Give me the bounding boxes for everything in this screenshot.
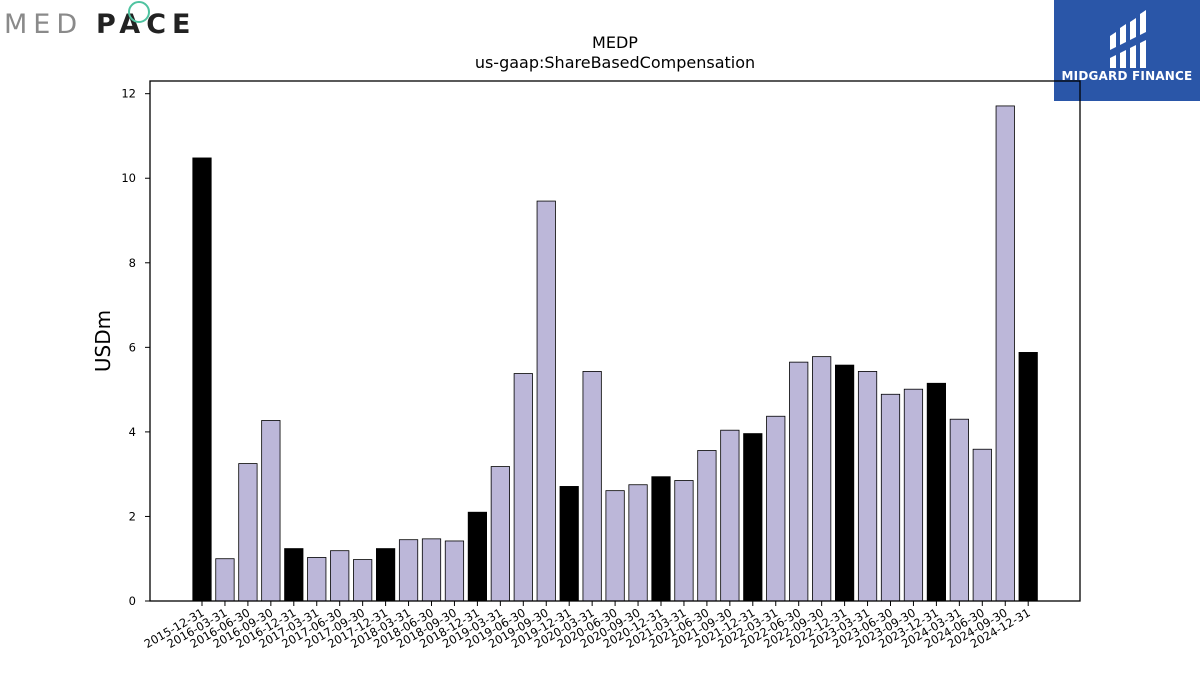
bar-2016-06-30: [238, 463, 258, 602]
bar-2017-09-30: [353, 559, 373, 602]
bar-2020-09-30: [628, 484, 648, 602]
y-axis-label: USDm: [91, 310, 115, 372]
medpace-logo: MED PACE: [0, 0, 230, 50]
bar-2016-03-31: [215, 558, 235, 602]
bar-2023-03-31: [857, 371, 878, 602]
bar-2015-12-31: [192, 157, 212, 602]
bar-2021-09-30: [720, 429, 740, 602]
plot-frame: [149, 80, 1081, 602]
bar-2022-06-30: [789, 361, 809, 602]
y-tick-label: 12: [121, 87, 136, 101]
bars-group: [192, 105, 1038, 602]
y-tick-label: 6: [129, 340, 136, 354]
bar-2021-03-31: [674, 480, 694, 602]
bar-2020-06-30: [605, 490, 625, 602]
bar-2018-09-30: [444, 540, 465, 602]
y-tick-label: 10: [121, 171, 136, 185]
bar-2018-12-31: [467, 511, 488, 602]
bar-2024-06-30: [972, 448, 992, 602]
x-axis: 2015-12-312016-03-312016-06-302016-09-30…: [142, 601, 1033, 651]
bar-2017-03-31: [307, 557, 327, 602]
y-tick-label: 2: [129, 509, 136, 523]
bar-2019-06-30: [513, 373, 533, 602]
bar-2023-06-30: [880, 393, 901, 602]
medpace-logo-accent-icon: [128, 1, 150, 23]
medpace-logo-text-light: MED: [4, 9, 83, 40]
bar-2019-12-31: [559, 486, 579, 602]
midgard-finance-label: MIDGARD FINANCE: [1061, 69, 1193, 83]
y-tick-label: 0: [129, 594, 136, 608]
bar-2016-12-31: [284, 548, 304, 602]
bar-2020-03-31: [582, 371, 602, 602]
bar-2022-03-31: [766, 415, 786, 602]
y-axis: 0 2 4 6 8 10 12: [121, 87, 150, 608]
bar-2023-12-31: [926, 382, 947, 602]
y-tick-label: 8: [129, 256, 136, 270]
bar-2024-12-31: [1018, 352, 1038, 602]
chart-title: MEDP: [592, 33, 638, 52]
bar-2022-12-31: [835, 364, 855, 602]
bar-2021-12-31: [743, 433, 763, 602]
bar-2022-09-30: [812, 356, 832, 602]
bar-2016-09-30: [261, 420, 281, 602]
midgard-finance-logo: MIDGARD FINANCE: [1054, 0, 1200, 101]
bar-2018-06-30: [421, 538, 442, 602]
bar-2021-06-30: [697, 450, 717, 602]
bar-2023-09-30: [903, 388, 924, 602]
bar-2024-09-30: [995, 105, 1015, 602]
bar-2019-09-30: [536, 200, 556, 602]
y-tick-label: 4: [129, 425, 136, 439]
chart-subtitle: us-gaap:ShareBasedCompensation: [475, 53, 755, 72]
midgard-mark-icon: [1110, 10, 1146, 68]
bar-2020-12-31: [651, 476, 671, 602]
medpace-logo-text-dark: PACE: [96, 9, 196, 40]
bar-2024-03-31: [949, 418, 969, 602]
bar-2017-12-31: [375, 548, 396, 602]
bar-2018-03-31: [398, 539, 419, 602]
bar-2017-06-30: [330, 550, 350, 602]
bar-2019-03-31: [490, 466, 510, 602]
